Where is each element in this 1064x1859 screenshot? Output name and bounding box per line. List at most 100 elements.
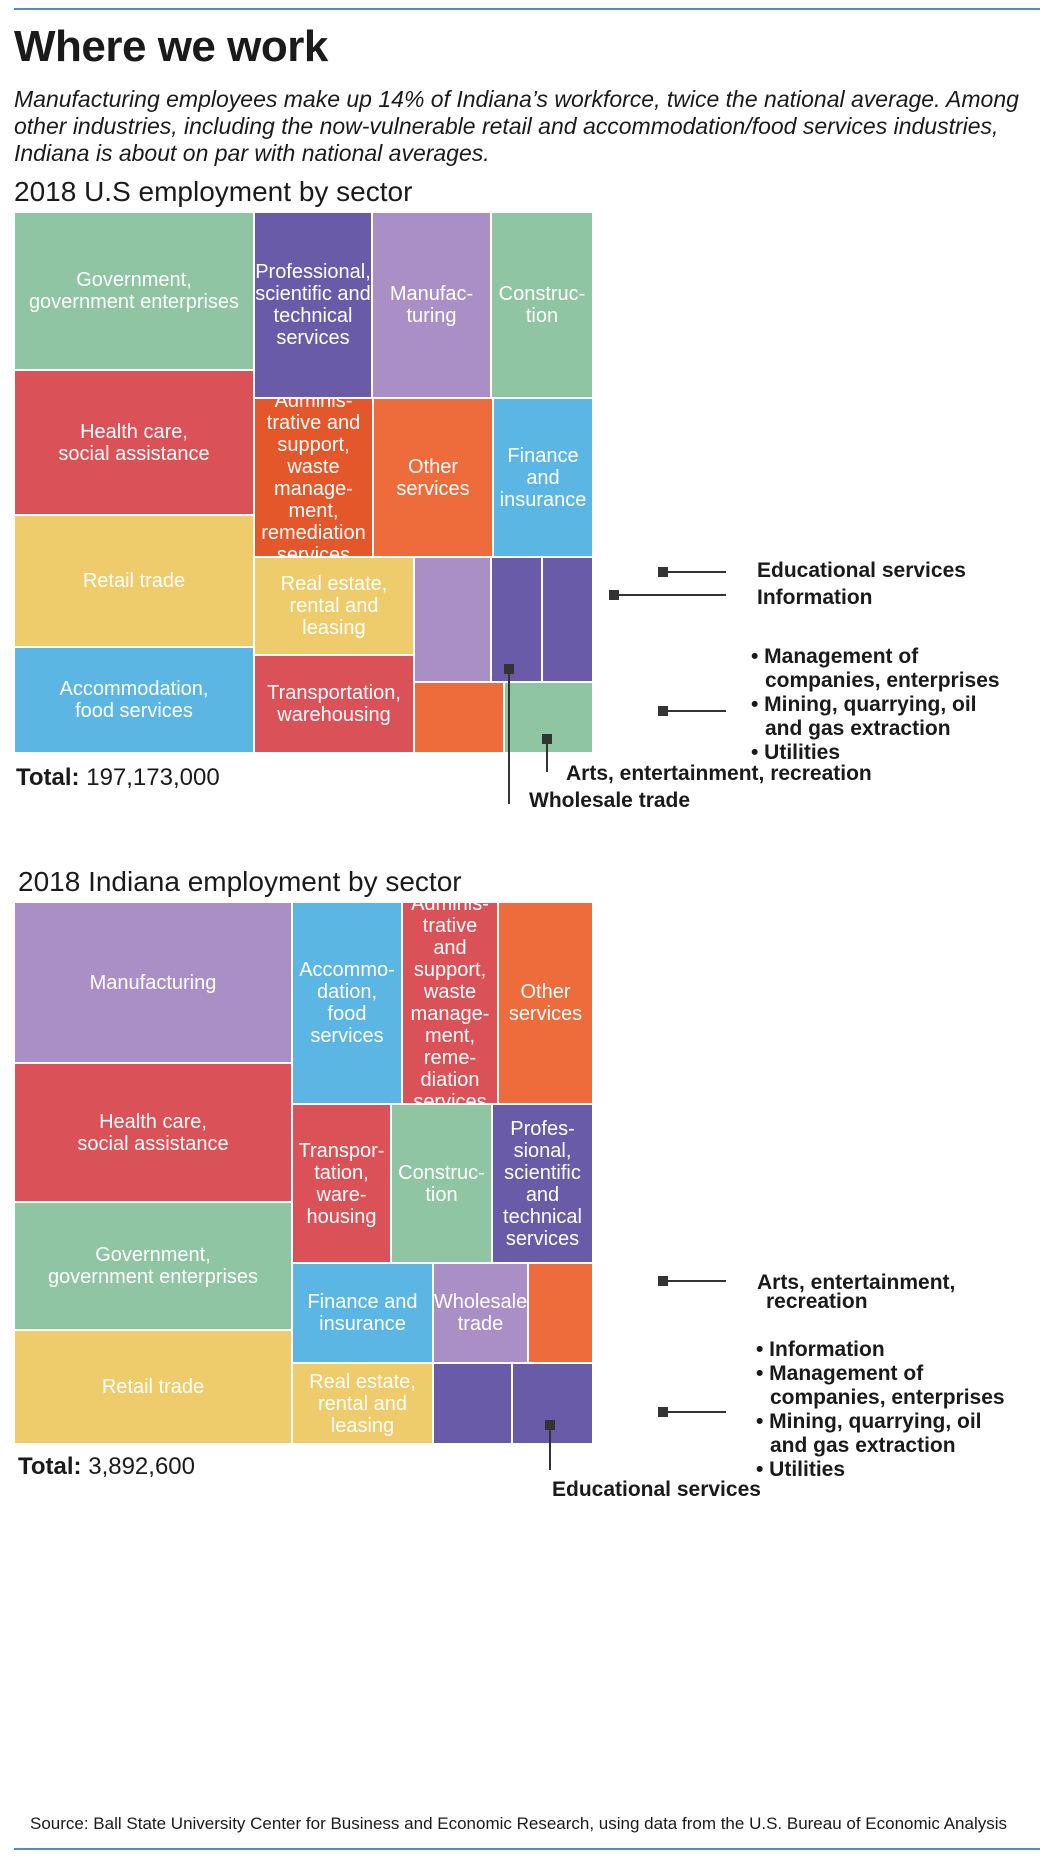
in-bullet-4: • Mining, quarrying, oil	[756, 1410, 982, 1433]
sector-label: Construc- tion	[498, 283, 586, 327]
in-total: Total: 3,892,600	[18, 1453, 195, 1481]
in-sector-administrative-and-support-waste-managem: Adminis- trative and support, waste mana…	[402, 902, 498, 1104]
us-sector-information	[491, 557, 542, 682]
sector-label: Accommodation, food services	[59, 678, 209, 722]
us-sector-other-services: Other services	[373, 398, 493, 557]
in-bullet-6: • Utilities	[756, 1458, 846, 1481]
us-information-label: Information	[757, 586, 873, 609]
us-sector-professional-scientific-and-technical-se: Professional, scientific and technical s…	[254, 212, 372, 398]
sector-label: Construc- tion	[398, 1161, 485, 1206]
us-arts-leader	[546, 744, 548, 772]
in-arts-label-2: recreation	[766, 1290, 868, 1313]
sector-label: Finance and insurance	[499, 444, 587, 511]
us-bullet-5: • Utilities	[751, 741, 841, 764]
in-sector-wholesale-trade: Wholesale trade	[433, 1263, 528, 1363]
page-subtitle: Manufacturing employees make up 14% of I…	[14, 86, 1019, 166]
in-total-value: 3,892,600	[88, 1453, 195, 1480]
in-educational-marker	[545, 1420, 555, 1430]
sector-label: Health care, social assistance	[58, 420, 210, 465]
us-wholesale-label: Wholesale trade	[529, 789, 691, 812]
sector-label: Wholesale trade	[433, 1291, 528, 1335]
us-bullet-2: companies, enterprises	[765, 669, 1000, 692]
in-arts-label-1: Arts, entertainment,	[757, 1271, 956, 1294]
us-arts-marker	[542, 734, 552, 744]
sector-label: Transpor- tation, ware- housing	[298, 1139, 385, 1228]
sector-label: Finance and insurance	[307, 1291, 418, 1335]
in-sector-transportation-warehousing: Transpor- tation, ware- housing	[292, 1104, 391, 1263]
us-sector-accommodation-food-services: Accommodation, food services	[14, 647, 254, 753]
us-sector-administrative-and-support-waste-managem: Adminis- trative and support, waste mana…	[254, 398, 373, 557]
us-arts-label: Arts, entertainment, recreation	[566, 762, 872, 785]
in-bullet-1: • Information	[756, 1338, 885, 1361]
in-sector-retail-trade: Retail trade	[14, 1330, 292, 1444]
sector-label: Manufac- turing	[389, 283, 474, 327]
in-chart-title: 2018 Indiana employment by sector	[18, 866, 462, 897]
source-note: Source: Ball State University Center for…	[30, 1814, 1008, 1833]
us-total-label: Total:	[16, 764, 80, 791]
in-sector-health-care-social-assistance: Health care, social assistance	[14, 1063, 292, 1202]
sector-label: Government, government enterprises	[28, 269, 240, 313]
us-sector-transportation-warehousing: Transportation, warehousing	[254, 655, 414, 753]
us-wholesale-marker	[504, 664, 514, 674]
in-educational-leader	[549, 1430, 551, 1470]
in-sector-arts-entertainment-recreation	[528, 1263, 593, 1363]
page-title: Where we work	[14, 22, 328, 71]
in-bullet-3: companies, enterprises	[770, 1386, 1005, 1409]
in-sector-information-management-of-companies-ente	[512, 1363, 593, 1444]
us-sector-arts-entertainment-recreation	[414, 682, 504, 753]
us-sector-wholesale-trade	[414, 557, 491, 682]
sector-label: Professional, scientific and technical s…	[255, 261, 371, 349]
in-other-leader	[668, 1411, 726, 1413]
us-educational-marker	[658, 567, 668, 577]
sector-label: Real estate, rental and leasing	[309, 1370, 416, 1437]
us-educational-label: Educational services	[757, 559, 966, 582]
in-other-marker	[658, 1407, 668, 1417]
in-total-label: Total:	[18, 1453, 82, 1480]
in-sector-accommodation-food-services: Accommo- dation, food services	[292, 902, 402, 1104]
us-sector-manufacturing: Manufac- turing	[372, 212, 491, 398]
indiana-treemap: Manufacturing Health care, social assista…	[14, 902, 698, 1444]
sector-label: Health care, social assistance	[77, 1110, 229, 1155]
in-sector-government-government-enterprises: Government, government enterprises	[14, 1202, 292, 1330]
us-sector-real-estate-rental-and-leasing: Real estate, rental and leasing	[254, 557, 414, 655]
us-sector-construction: Construc- tion	[491, 212, 593, 398]
us-information-leader	[619, 594, 726, 596]
us-wholesale-leader	[508, 674, 510, 804]
sector-label: Retail trade	[82, 570, 186, 592]
us-sector-retail-trade: Retail trade	[14, 515, 254, 647]
sector-label: Transportation, warehousing	[267, 682, 401, 726]
us-bullet-1: • Management of	[751, 645, 919, 668]
top-rule	[14, 8, 1040, 10]
in-other-sectors-list: • Information • Management of companies,…	[756, 1338, 1005, 1482]
us-educational-leader	[668, 571, 726, 573]
in-sector-professional-scientific-and-technical-se: Profes- sional, scientific and technical…	[492, 1104, 593, 1263]
in-sector-construction: Construc- tion	[391, 1104, 492, 1263]
us-information-marker	[609, 590, 619, 600]
in-sector-real-estate-rental-and-leasing: Real estate, rental and leasing	[292, 1363, 433, 1444]
us-sector-finance-and-insurance: Finance and insurance	[493, 398, 593, 557]
sector-label: Adminis- trative and support, waste mana…	[410, 902, 490, 1104]
in-arts-leader	[668, 1280, 726, 1282]
us-total: Total: 197,173,000	[16, 764, 220, 792]
us-treemap: Government, government enterprises Health…	[14, 212, 698, 753]
us-bullet-4: and gas extraction	[765, 717, 951, 740]
in-sector-manufacturing: Manufacturing	[14, 902, 292, 1063]
sector-label: Government, government enterprises	[47, 1244, 259, 1288]
us-other-leader	[668, 710, 726, 712]
sector-label: Other services	[508, 981, 583, 1025]
sector-label: Manufacturing	[89, 971, 217, 994]
sector-label: Retail trade	[101, 1376, 205, 1398]
sector-label: Real estate, rental and leasing	[280, 573, 388, 639]
us-other-marker	[658, 706, 668, 716]
in-sector-other-services: Other services	[498, 902, 593, 1104]
in-sector-educational-services	[433, 1363, 512, 1444]
bottom-rule	[14, 1848, 1040, 1850]
in-bullet-5: and gas extraction	[770, 1434, 956, 1457]
us-bullet-3: • Mining, quarrying, oil	[751, 693, 977, 716]
in-bullet-2: • Management of	[756, 1362, 924, 1385]
us-sector-health-care-social-assistance: Health care, social assistance	[14, 370, 254, 515]
us-chart-title: 2018 U.S employment by sector	[14, 176, 413, 207]
us-other-sectors-list: • Management of companies, enterprises •…	[751, 645, 1000, 765]
us-sector-educational-services	[542, 557, 593, 682]
in-educational-label: Educational services	[552, 1478, 761, 1501]
